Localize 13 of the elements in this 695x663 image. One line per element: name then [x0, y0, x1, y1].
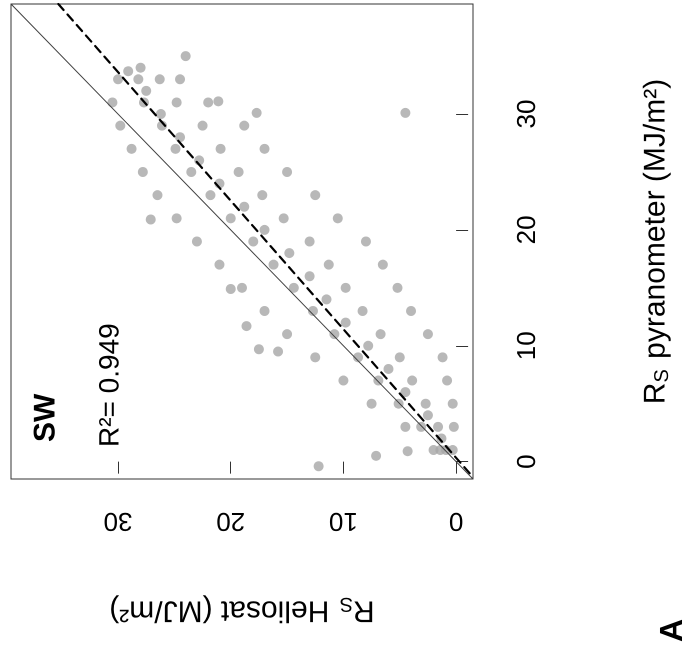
y-tick-label: 30 — [511, 100, 541, 129]
x-tick-label: 30 — [104, 507, 133, 537]
x-tick-label: 20 — [216, 507, 246, 537]
y-axis-title: RS pyranometer (MJ/m²) — [638, 78, 673, 404]
y-tick-label: 20 — [511, 215, 541, 244]
x-axis-title: RS Heliosat (MJ/m²) — [109, 593, 375, 628]
annotation: R²= 0.949 — [94, 323, 124, 447]
y-tick-label: 0 — [511, 454, 541, 469]
y-tick-label: 10 — [511, 331, 541, 360]
annotation: SW — [28, 392, 62, 442]
x-tick-label: 10 — [328, 507, 358, 537]
x-tick-label: 0 — [448, 507, 464, 537]
text: A — [653, 618, 689, 642]
